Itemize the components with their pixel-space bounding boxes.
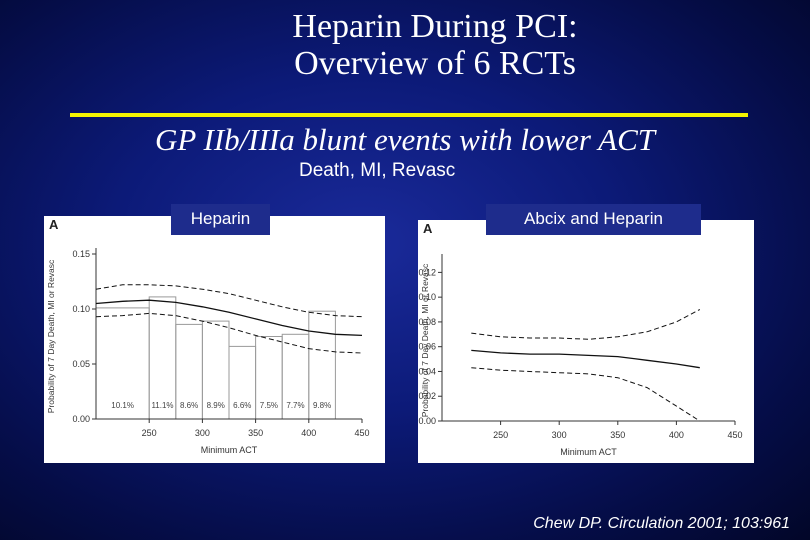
bar-percent-label: 9.8% xyxy=(313,401,331,410)
x-tick-label: 450 xyxy=(354,428,369,438)
y-tick-label: 0.08 xyxy=(418,317,436,327)
y-tick-label: 0.00 xyxy=(418,416,436,426)
x-tick-label: 250 xyxy=(493,430,508,440)
estimate-curve xyxy=(95,299,363,337)
title-rule xyxy=(70,113,748,117)
chart-panel-heparin: 10.1% 11.1% 8.6% 8.9% 6.6% 7.5% 7.7% 9.8% 0.00 0.… xyxy=(44,216,385,463)
bar-percent-label: 8.6% xyxy=(180,401,198,410)
y-tick-label: 0.02 xyxy=(418,391,436,401)
confidence-band-curve xyxy=(95,312,363,354)
citation: Chew DP. Circulation 2001; 103:961 xyxy=(533,515,790,532)
slide-title: Heparin During PCI: Overview of 6 RCTs xyxy=(0,8,810,82)
bar-percent-label: 7.7% xyxy=(286,401,304,410)
bar-percent-label: 7.5% xyxy=(260,401,278,410)
panel-letter: A xyxy=(49,217,59,232)
x-tick-label: 400 xyxy=(301,428,316,438)
bar-percent-label: 10.1% xyxy=(111,401,134,410)
estimate-curve xyxy=(471,349,700,369)
label-heparin: Heparin xyxy=(171,204,270,235)
x-tick-label: 400 xyxy=(669,430,684,440)
chart-panel-abcix: 0.00 0.02 0.04 0.06 0.08 0.10 0.12 250 300 350 400… xyxy=(418,220,754,463)
label-abcix-heparin: Abcix and Heparin xyxy=(486,204,701,235)
y-tick-label: 0.04 xyxy=(418,366,436,376)
x-tick-label: 350 xyxy=(248,428,263,438)
subtitle-outcomes: Death, MI, Revasc xyxy=(299,160,456,181)
y-axis-label: Probability of 7 Day Death, MI or Revasc xyxy=(46,259,56,413)
y-tick-label: 0.10 xyxy=(418,292,436,302)
bar-percent-label: 6.6% xyxy=(233,401,251,410)
panel-letter: A xyxy=(423,221,433,236)
x-tick-label: 250 xyxy=(142,428,157,438)
confidence-band-curve xyxy=(95,284,363,318)
title-line-2: Overview of 6 RCTs xyxy=(294,45,576,82)
y-axis-label: Probability of 7 Day Death, MI or Revasc xyxy=(420,263,430,417)
x-tick-label: 350 xyxy=(610,430,625,440)
x-tick-label: 450 xyxy=(727,430,742,440)
title-line-1: Heparin During PCI: xyxy=(292,8,578,45)
x-tick-label: 300 xyxy=(195,428,210,438)
subtitle: GP IIb/IIIa blunt events with lower ACT xyxy=(155,122,655,157)
confidence-band-curve xyxy=(471,309,701,340)
y-tick-label: 0.12 xyxy=(418,267,436,277)
y-tick-label: 0.15 xyxy=(72,249,90,259)
bar-percent-label: 11.1% xyxy=(151,401,173,410)
x-tick-label: 300 xyxy=(552,430,567,440)
x-axis-label: Minimum ACT xyxy=(201,445,258,455)
y-tick-label: 0.05 xyxy=(72,359,90,369)
chart-abcix-heparin: 0.00 0.02 0.04 0.06 0.08 0.10 0.12 250 300 350 400… xyxy=(418,221,742,457)
x-axis-label: Minimum ACT xyxy=(560,447,617,457)
confidence-band-curve xyxy=(471,367,701,422)
bar-percent-label: 8.9% xyxy=(207,401,225,410)
y-tick-label: 0.10 xyxy=(72,304,90,314)
chart-heparin: 10.1% 11.1% 8.6% 8.9% 6.6% 7.5% 7.7% 9.8% 0.00 0.… xyxy=(46,217,370,455)
y-tick-label: 0.00 xyxy=(72,414,90,424)
y-tick-label: 0.06 xyxy=(418,342,436,352)
